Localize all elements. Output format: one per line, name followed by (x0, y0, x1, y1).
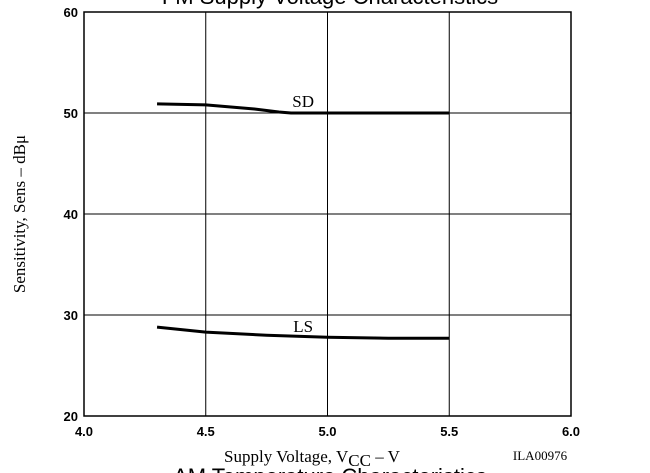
figure-code: ILA00976 (513, 448, 568, 463)
series-label: SD (292, 92, 314, 111)
x-tick-label: 5.5 (440, 424, 458, 439)
plot-frame (83, 11, 572, 417)
y-axis-label: Sensitivity, Sens – dBμ (10, 135, 29, 293)
chart-title: FM Supply Voltage Characteristics (162, 0, 498, 9)
y-tick-label: 60 (64, 5, 78, 20)
x-tick-label: 5.0 (318, 424, 336, 439)
next-chart-title: AM Temperature Characteristics (173, 464, 487, 473)
x-tick-label: 6.0 (562, 424, 580, 439)
y-tick-label: 20 (64, 409, 78, 424)
x-tick-label: 4.5 (197, 424, 215, 439)
y-tick-label: 40 (64, 207, 78, 222)
series-line (157, 102, 450, 115)
x-label-main: Supply Voltage, V (224, 447, 349, 466)
x-label-sub: CC (348, 451, 371, 470)
x-tick-label: 4.0 (75, 424, 93, 439)
x-label-unit: – V (371, 447, 401, 466)
series-line (156, 325, 450, 340)
series-label: LS (293, 317, 313, 336)
y-tick-label: 50 (64, 106, 78, 121)
x-axis-label: Supply Voltage, VCC – V (224, 447, 401, 470)
y-tick-label: 30 (64, 308, 78, 323)
